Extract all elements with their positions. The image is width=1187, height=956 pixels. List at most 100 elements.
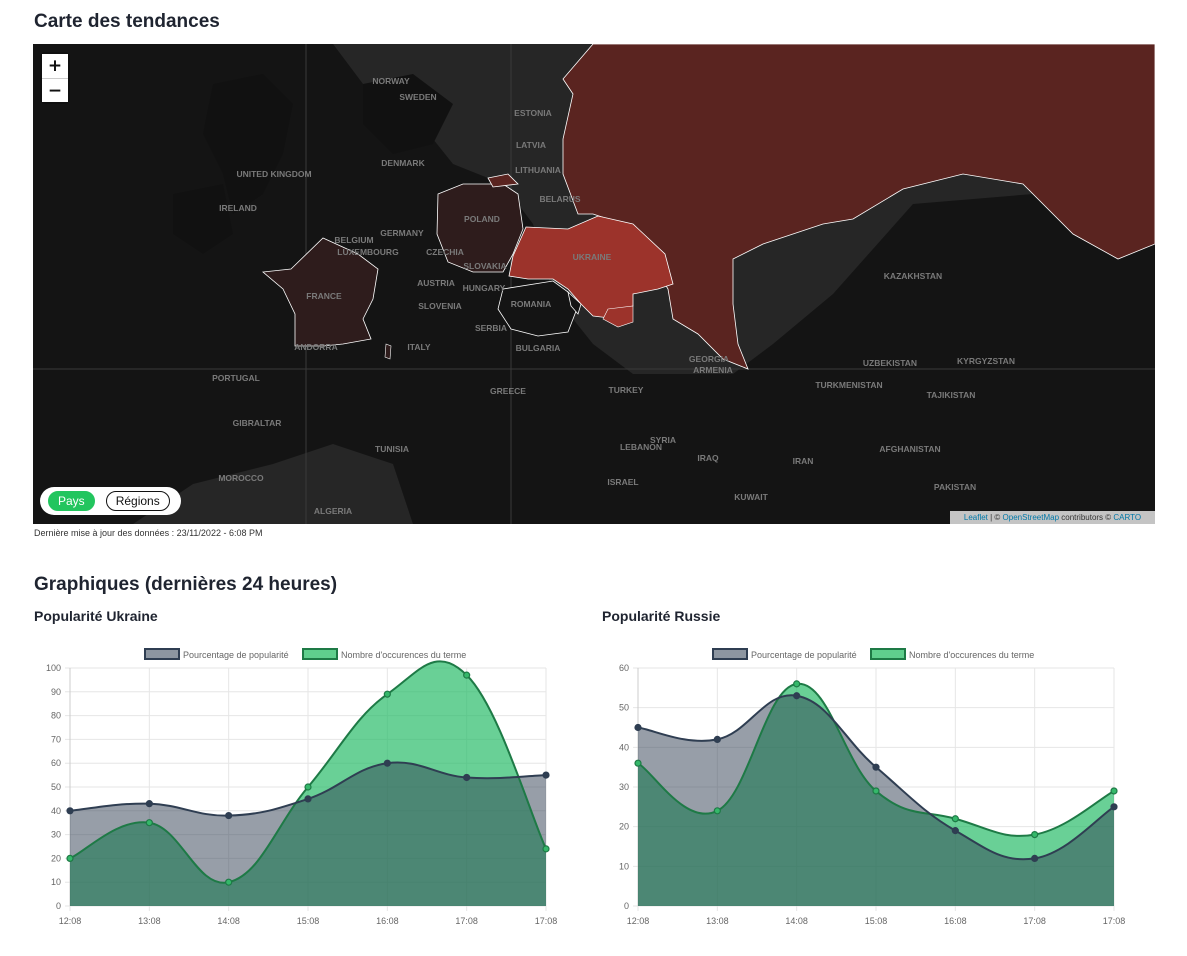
data-point[interactable]	[383, 759, 391, 767]
x-tick-label: 16:08	[376, 916, 399, 926]
data-point[interactable]	[713, 735, 721, 744]
legend-swatch[interactable]	[144, 648, 180, 660]
data-point[interactable]	[872, 787, 880, 795]
data-point[interactable]	[713, 807, 721, 815]
legend-label[interactable]: Nombre d'occurences du terme	[341, 650, 466, 660]
trend-map[interactable]: NORWAY SWEDEN ESTONIA LATVIA LITHUANIA BELARU…	[33, 44, 1155, 524]
x-tick-label: 17:08	[455, 916, 478, 926]
country-romania[interactable]	[497, 280, 579, 337]
country-russia[interactable]	[562, 44, 1155, 370]
map-label: SERBIA	[475, 323, 507, 333]
legend-swatch[interactable]	[712, 648, 748, 660]
data-point[interactable]	[951, 827, 959, 835]
x-tick-label: 13:08	[138, 916, 161, 926]
data-point[interactable]	[1110, 787, 1118, 795]
map-label: UZBEKISTAN	[863, 358, 917, 368]
data-point[interactable]	[951, 815, 959, 823]
map-label: MOROCCO	[218, 473, 264, 483]
chart-legend: Pourcentage de popularité Nombre d'occure…	[712, 648, 1034, 660]
map-label: KAZAKHSTAN	[884, 271, 942, 281]
data-point[interactable]	[463, 671, 471, 679]
map-label: BELARUS	[539, 194, 580, 204]
legend-label[interactable]: Nombre d'occurences du terme	[909, 650, 1034, 660]
data-point[interactable]	[304, 783, 312, 791]
data-point[interactable]	[1110, 803, 1118, 811]
map-label: IRELAND	[219, 203, 257, 213]
legend-swatch[interactable]	[302, 648, 338, 660]
legend-swatch[interactable]	[870, 648, 906, 660]
data-point[interactable]	[872, 763, 880, 771]
series-area	[70, 762, 546, 906]
data-point[interactable]	[225, 811, 233, 820]
map-label: AUSTRIA	[417, 278, 455, 288]
y-tick-label: 10	[619, 861, 629, 871]
map-tiles[interactable]	[33, 44, 1155, 524]
y-tick-label: 40	[619, 742, 629, 752]
map-label: ITALY	[407, 342, 430, 352]
map-label: PAKISTAN	[934, 482, 976, 492]
legend-label[interactable]: Pourcentage de popularité	[183, 650, 289, 660]
toggle-regions[interactable]: Régions	[105, 491, 170, 511]
chart-ukraine: 0 10 20 30 40 50 60 70 80 90 100 12:08 13:08 14:08 15:…	[40, 640, 570, 945]
data-point[interactable]	[304, 795, 312, 803]
map-label: LITHUANIA	[515, 165, 561, 175]
country-france[interactable]	[262, 237, 379, 347]
data-point[interactable]	[383, 690, 391, 698]
map-label: ISRAEL	[607, 477, 638, 487]
data-point[interactable]	[793, 692, 801, 700]
map-label: PORTUGAL	[212, 373, 260, 383]
map-label: LEBANON	[620, 442, 662, 452]
map-label: BELGIUM	[334, 235, 373, 245]
data-point[interactable]	[1031, 831, 1039, 839]
map-label: UNITED KINGDOM	[236, 169, 311, 179]
data-point[interactable]	[1031, 854, 1039, 862]
x-tick-label: 14:08	[785, 916, 808, 926]
map-label: TUNISIA	[375, 444, 409, 454]
map-section-title: Carte des tendances	[34, 11, 220, 32]
data-point[interactable]	[145, 819, 153, 827]
country-poland[interactable]	[436, 183, 524, 273]
chart-russia-svg: 0 10 20 30 40 50 60 12:08 13:08 14:08 15:08 16:08 17…	[619, 648, 1125, 926]
map-label: DENMARK	[381, 158, 425, 168]
data-point[interactable]	[542, 845, 550, 853]
data-point[interactable]	[634, 723, 642, 732]
y-tick-label: 30	[619, 782, 629, 792]
map-label: LUXEMBOURG	[337, 247, 399, 257]
data-point[interactable]	[145, 800, 153, 808]
map-label: SYRIA	[650, 435, 676, 445]
map-label: SLOVENIA	[418, 301, 461, 311]
legend-label[interactable]: Pourcentage de popularité	[751, 650, 857, 660]
data-point[interactable]	[66, 807, 74, 815]
data-point[interactable]	[66, 854, 74, 862]
y-tick-label: 90	[51, 687, 61, 697]
attribution-separator: | ©	[987, 513, 1003, 522]
map-label: GEORGIA	[689, 354, 729, 364]
leaflet-link[interactable]: Leaflet	[963, 513, 988, 522]
data-point[interactable]	[793, 680, 801, 688]
map-label: ARMENIA	[693, 365, 733, 375]
chart-legend: Pourcentage de popularité Nombre d'occure…	[144, 648, 466, 660]
zoom-out-button[interactable]: −	[42, 78, 68, 102]
x-tick-label: 12:08	[627, 916, 650, 926]
data-point[interactable]	[634, 759, 642, 767]
data-point[interactable]	[542, 771, 550, 779]
zoom-in-button[interactable]: +	[42, 54, 68, 78]
osm-link[interactable]: OpenStreetMap	[1002, 513, 1060, 522]
map-label: GERMANY	[380, 228, 424, 238]
map-label: IRAN	[793, 456, 814, 466]
data-point[interactable]	[463, 773, 471, 782]
y-tick-label: 20	[619, 822, 629, 832]
y-tick-label: 80	[51, 711, 61, 721]
map-label: BULGARIA	[516, 343, 561, 353]
map-label: ESTONIA	[514, 108, 552, 118]
charts-section-title: Graphiques (dernières 24 heures)	[34, 574, 338, 595]
map-label: TURKMENISTAN	[815, 380, 882, 390]
carto-link[interactable]: CARTO	[1113, 513, 1142, 522]
chart-russia-title: Popularité Russie	[602, 608, 721, 624]
map-label: TURKEY	[609, 385, 644, 395]
map-attribution: Leaflet | © OpenStreetMap contributors ©…	[950, 511, 1155, 524]
map-label: IRAQ	[697, 453, 719, 463]
toggle-pays[interactable]: Pays	[48, 491, 95, 511]
x-tick-label: 17:08	[535, 916, 558, 926]
data-point[interactable]	[225, 878, 233, 886]
